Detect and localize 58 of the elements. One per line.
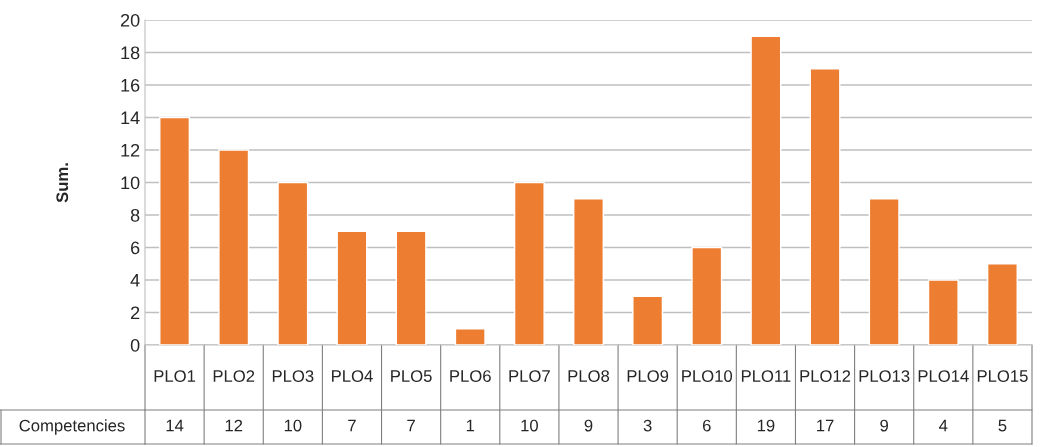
data-label: 9 bbox=[584, 419, 593, 432]
bar bbox=[632, 295, 664, 345]
bar bbox=[986, 263, 1018, 345]
data-label: 14 bbox=[166, 419, 184, 432]
y-tick-label: 8 bbox=[130, 208, 140, 222]
y-tick-label: 18 bbox=[121, 46, 140, 60]
bar bbox=[809, 68, 841, 345]
data-label: 10 bbox=[284, 419, 302, 432]
x-tick-label: PLO1 bbox=[154, 370, 196, 382]
y-tick-label: 6 bbox=[131, 241, 140, 255]
bar bbox=[868, 198, 900, 345]
data-label: 17 bbox=[817, 419, 834, 432]
x-tick-label: PLO12 bbox=[800, 370, 851, 382]
x-tick-label: PLO2 bbox=[213, 370, 255, 382]
data-label: 5 bbox=[998, 419, 1007, 432]
x-tick-label: PLO14 bbox=[918, 370, 969, 382]
bar bbox=[573, 198, 604, 345]
bar bbox=[395, 230, 427, 345]
data-label: 1 bbox=[466, 419, 475, 432]
bar bbox=[336, 230, 368, 345]
x-tick-label: PLO15 bbox=[977, 370, 1028, 382]
y-tick-label: 0 bbox=[130, 338, 140, 352]
y-tick-label: 20 bbox=[120, 13, 140, 27]
y-axis-title: Sum. bbox=[56, 163, 69, 203]
bar bbox=[513, 181, 545, 345]
y-tick-label: 2 bbox=[131, 306, 140, 320]
bar bbox=[454, 328, 486, 345]
data-label: 4 bbox=[939, 419, 948, 432]
bar bbox=[927, 279, 959, 345]
y-tick-label: 10 bbox=[121, 176, 140, 190]
data-label: 3 bbox=[643, 419, 652, 432]
data-label: 19 bbox=[757, 419, 775, 432]
data-label: 7 bbox=[348, 419, 356, 432]
data-label: 12 bbox=[225, 419, 243, 432]
x-tick-label: PLO6 bbox=[450, 370, 491, 382]
data-label: 9 bbox=[880, 419, 889, 432]
bar bbox=[277, 181, 309, 345]
x-tick-label: PLO13 bbox=[859, 370, 910, 382]
text: Competencies bbox=[19, 419, 125, 435]
x-tick-label: PLO3 bbox=[272, 370, 314, 382]
x-tick-label: PLO9 bbox=[627, 370, 669, 382]
data-label: 7 bbox=[407, 419, 415, 432]
bar bbox=[691, 246, 723, 345]
bar bbox=[750, 35, 782, 345]
bar bbox=[159, 116, 191, 345]
y-tick-label: 4 bbox=[130, 274, 140, 287]
y-tick-label: 12 bbox=[121, 143, 140, 157]
bar bbox=[218, 149, 250, 345]
x-tick-label: PLO10 bbox=[682, 370, 733, 382]
x-tick-label: PLO7 bbox=[509, 370, 550, 382]
x-tick-label: PLO4 bbox=[332, 370, 373, 382]
data-label: 10 bbox=[521, 419, 538, 432]
data-label: 6 bbox=[702, 419, 711, 432]
x-tick-label: PLO8 bbox=[568, 370, 610, 382]
y-tick-label: 14 bbox=[121, 111, 140, 125]
x-tick-label: PLO5 bbox=[391, 370, 432, 382]
y-tick-label: 16 bbox=[121, 78, 140, 92]
x-tick-label: PLO11 bbox=[741, 370, 791, 382]
